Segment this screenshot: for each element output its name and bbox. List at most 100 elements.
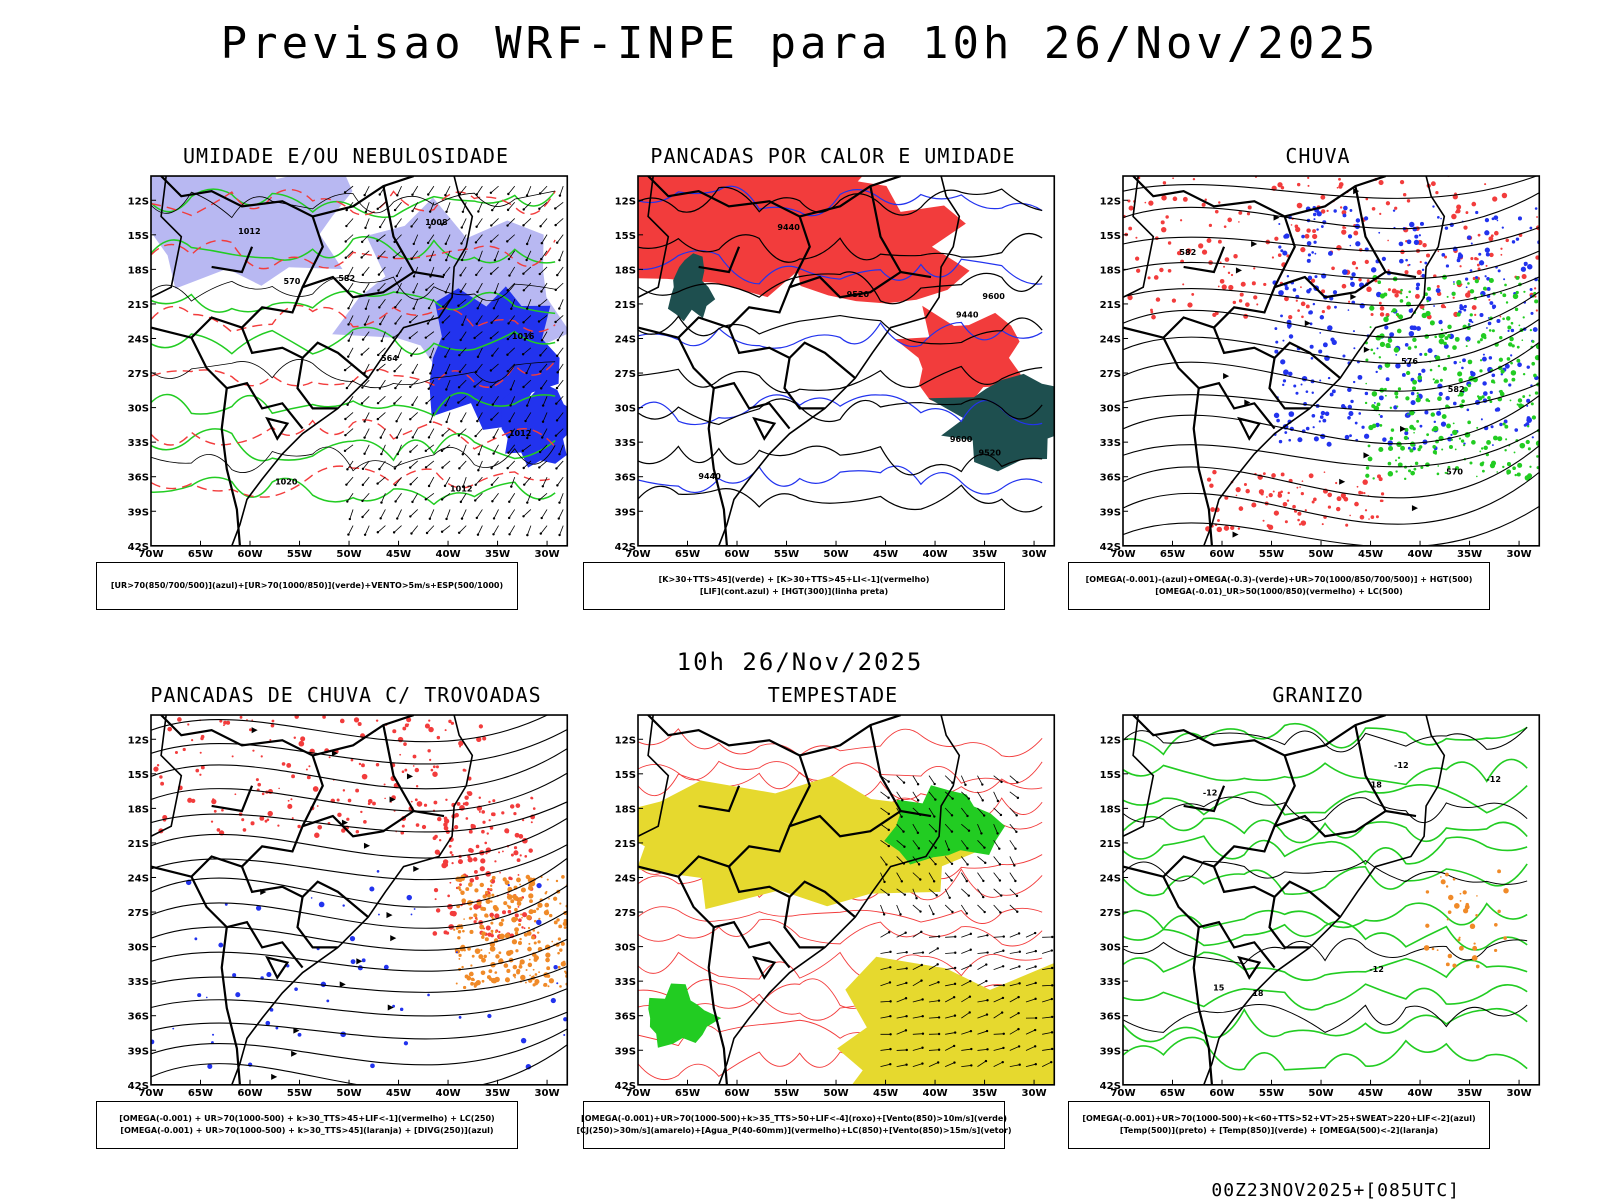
field-dot xyxy=(480,858,485,863)
wind-vector-head xyxy=(921,964,923,966)
wind-vector-head xyxy=(980,832,982,834)
field-dot xyxy=(1395,459,1397,461)
legend-box: [OMEGA(-0.001) + UR>70(1000-500) + k>30_… xyxy=(96,1101,518,1149)
field-dot xyxy=(1436,411,1441,416)
field-dot xyxy=(1420,222,1424,226)
field-dot xyxy=(1202,249,1207,254)
field-dot xyxy=(1376,515,1379,518)
panel-title: GRANIZO xyxy=(1068,683,1568,707)
field-dot xyxy=(1516,276,1520,280)
field-dot xyxy=(529,909,534,914)
field-dot xyxy=(1416,283,1420,287)
wind-vector-head xyxy=(1019,951,1021,953)
wind-vector-head xyxy=(377,531,379,533)
field-dot xyxy=(1334,306,1337,309)
field-dot xyxy=(1374,402,1376,404)
wind-vector-head xyxy=(492,533,494,535)
field-dot xyxy=(516,803,521,808)
field-dot xyxy=(1448,895,1453,900)
field-dot xyxy=(416,785,418,787)
field-dot xyxy=(1349,434,1352,437)
field-dot xyxy=(487,933,491,937)
wind-vector-head xyxy=(1018,1045,1020,1047)
field-dot xyxy=(503,877,507,881)
wind-vector-head xyxy=(986,1013,988,1015)
wind-vector-head xyxy=(411,194,413,196)
wind-vector-head xyxy=(478,453,480,455)
field-dot xyxy=(1467,421,1471,425)
wind-vector-head xyxy=(1000,894,1002,896)
map-umidade: 10121012101210161020100857056458212S15S1… xyxy=(96,174,596,564)
field-dot xyxy=(425,724,430,729)
field-dot xyxy=(1453,361,1456,364)
wind-vector-head xyxy=(361,386,363,388)
field-dot xyxy=(1411,400,1416,405)
wind-vector-head xyxy=(1051,936,1053,938)
field-dot xyxy=(1444,306,1446,308)
field-dot xyxy=(1530,329,1532,331)
field-dot xyxy=(1379,424,1382,427)
field-dot xyxy=(1446,424,1451,429)
field-dot xyxy=(1527,365,1530,368)
field-dot xyxy=(1448,910,1452,914)
wind-vector-head xyxy=(1034,932,1036,934)
wind-vector-head xyxy=(344,240,346,242)
field-dot xyxy=(1308,253,1311,256)
wind-vector-head xyxy=(1034,998,1036,1000)
wind-vector-head xyxy=(540,258,542,260)
field-dot xyxy=(1482,470,1485,473)
map-granizo: -12-12-12-1218181512S15S18S21S24S27S30S3… xyxy=(1068,713,1568,1103)
field-dot xyxy=(369,886,374,891)
field-dot xyxy=(1496,471,1498,473)
field-dot xyxy=(463,986,466,989)
wind-vector-head xyxy=(1035,1017,1037,1019)
field-dot xyxy=(1511,378,1515,382)
field-dot xyxy=(1412,380,1417,385)
lon-label: 55W xyxy=(774,549,799,560)
wind-vector-head xyxy=(522,224,524,226)
field-dot xyxy=(1502,293,1506,297)
field-dot xyxy=(266,972,271,977)
field-dot xyxy=(1453,402,1457,406)
lat-label: 24S xyxy=(615,335,636,346)
wind-vector-head xyxy=(361,241,363,243)
field-dot xyxy=(514,977,516,979)
field-dot xyxy=(1323,342,1328,347)
field-dot xyxy=(1445,396,1449,400)
field-dot xyxy=(556,982,558,984)
field-dot xyxy=(479,797,481,799)
field-dot xyxy=(299,741,305,747)
field-dot xyxy=(1438,250,1440,252)
wind-vector-head xyxy=(509,404,511,406)
contour-label: 1020 xyxy=(275,476,298,486)
wind-vector-head xyxy=(475,241,477,243)
field-dot xyxy=(1527,473,1532,478)
wind-vector-head xyxy=(933,783,935,785)
field-dot xyxy=(1388,440,1393,445)
lat-label: 39S xyxy=(1100,507,1121,518)
field-dot xyxy=(519,884,521,886)
field-dot xyxy=(1426,433,1429,436)
wind-vector-head xyxy=(363,436,365,438)
field-dot xyxy=(1399,259,1404,264)
wind-vector-head xyxy=(394,306,396,308)
lat-label: 27S xyxy=(1100,908,1121,919)
field-dot xyxy=(557,952,560,955)
field-dot xyxy=(1503,422,1506,425)
field-dot xyxy=(191,739,193,741)
field-dot xyxy=(199,774,201,776)
wind-vector-head xyxy=(899,913,901,915)
wind-vector-head xyxy=(921,1062,923,1064)
field-dot xyxy=(1437,465,1439,467)
wind-vector-head xyxy=(507,370,509,372)
wind-vector-head xyxy=(492,452,494,454)
field-dot xyxy=(1484,230,1489,235)
field-dot xyxy=(1453,281,1455,283)
field-dot xyxy=(1327,442,1332,447)
field-dot xyxy=(1454,903,1460,909)
wind-vector-head xyxy=(458,532,460,534)
field-dot xyxy=(563,1034,565,1036)
field-dot xyxy=(1306,305,1310,309)
wind-vector-head xyxy=(541,436,543,438)
